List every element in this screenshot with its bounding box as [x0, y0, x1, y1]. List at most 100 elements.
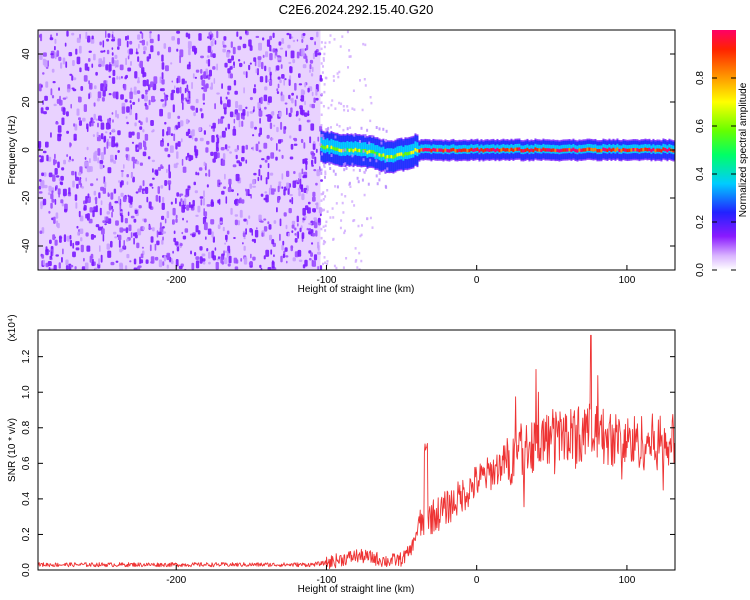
noise-cell: [199, 246, 203, 251]
noise-cell: [320, 208, 323, 211]
noise-cell: [203, 190, 205, 198]
noise-cell: [227, 68, 231, 74]
noise-cell: [302, 207, 306, 216]
noise-cell: [309, 136, 312, 144]
noise-cell: [80, 244, 84, 253]
noise-cell: [266, 39, 271, 47]
noise-cell: [93, 154, 98, 162]
noise-cell: [217, 224, 221, 230]
noise-cell: [206, 204, 211, 207]
noise-cell: [257, 68, 259, 76]
noise-cell: [297, 249, 302, 257]
noise-cell: [198, 33, 202, 41]
noise-cell: [142, 129, 145, 133]
noise-cell: [233, 118, 236, 124]
noise-cell: [109, 64, 112, 72]
noise-cell: [269, 44, 272, 52]
noise-cell: [54, 45, 56, 51]
noise-cell: [243, 218, 247, 222]
noise-cell: [304, 112, 308, 117]
noise-cell: [164, 218, 167, 224]
noise-cell: [175, 218, 178, 223]
noise-cell: [120, 94, 124, 100]
noise-cell: [319, 213, 322, 217]
band-cell: [610, 148, 613, 153]
band-cell: [482, 149, 485, 153]
noise-cell: [315, 230, 318, 237]
x-tick-label: -200: [166, 275, 186, 286]
noise-cell: [71, 87, 75, 90]
band-cell: [448, 149, 451, 153]
band-cell: [650, 149, 653, 153]
noise-cell: [351, 200, 354, 203]
noise-cell: [94, 150, 98, 155]
noise-cell: [286, 107, 288, 116]
noise-cell: [205, 147, 209, 153]
band-cell: [424, 147, 427, 152]
noise-cell: [320, 236, 323, 240]
noise-cell: [148, 227, 152, 230]
band-cell: [416, 149, 419, 153]
noise-cell: [306, 189, 308, 195]
y-tick-label: 1.2: [21, 349, 32, 363]
noise-cell: [297, 231, 299, 239]
noise-cell: [233, 79, 237, 86]
noise-cell: [61, 117, 65, 126]
noise-cell: [145, 89, 148, 95]
noise-cell: [114, 200, 119, 204]
noise-cell: [243, 87, 245, 94]
noise-cell: [144, 102, 147, 107]
noise-cell: [225, 234, 228, 241]
noise-cell: [53, 264, 57, 270]
noise-cell: [195, 260, 200, 269]
noise-cell: [111, 39, 115, 42]
noise-cell: [185, 32, 189, 38]
noise-cell: [50, 251, 53, 259]
noise-cell: [86, 126, 89, 133]
band-cell: [554, 148, 557, 153]
noise-cell: [294, 99, 297, 107]
noise-cell: [362, 42, 365, 46]
noise-cell: [154, 169, 159, 175]
noise-cell: [57, 188, 61, 195]
snr-plot: -200 -100 0 100 0.00.20.40.60.81.01.2 Heigh…: [7, 314, 676, 595]
noise-cell: [40, 155, 44, 163]
band-cell: [364, 134, 367, 138]
noise-cell: [311, 159, 314, 166]
noise-cell: [137, 228, 142, 236]
band-cell: [660, 149, 663, 153]
noise-cell: [134, 122, 137, 127]
noise-cell: [324, 170, 327, 173]
noise-cell: [324, 41, 327, 45]
noise-cell: [234, 199, 238, 205]
noise-cell: [152, 168, 154, 173]
noise-cell: [296, 95, 298, 100]
band-cell: [580, 148, 583, 153]
band-cell: [672, 149, 675, 153]
noise-cell: [119, 204, 122, 211]
band-cell: [668, 147, 671, 152]
noise-cell: [56, 220, 59, 227]
noise-cell: [71, 32, 75, 36]
noise-cell: [175, 142, 178, 150]
noise-cell: [51, 95, 55, 99]
noise-cell: [256, 227, 258, 230]
noise-cell: [264, 106, 267, 110]
noise-cell: [110, 154, 114, 163]
noise-cell: [288, 78, 291, 86]
noise-cell: [132, 176, 135, 183]
band-cell: [434, 148, 437, 152]
noise-cell: [242, 230, 246, 233]
noise-cell: [125, 35, 128, 41]
noise-cell: [199, 137, 204, 142]
noise-cell: [316, 202, 319, 210]
noise-cell: [317, 251, 321, 255]
band-cell: [658, 148, 661, 152]
noise-cell: [227, 123, 230, 130]
noise-cell: [201, 113, 204, 119]
noise-cell: [359, 234, 362, 238]
noise-cell: [62, 248, 64, 255]
noise-cell: [90, 183, 94, 187]
noise-cell: [320, 113, 323, 116]
noise-cell: [78, 172, 82, 176]
